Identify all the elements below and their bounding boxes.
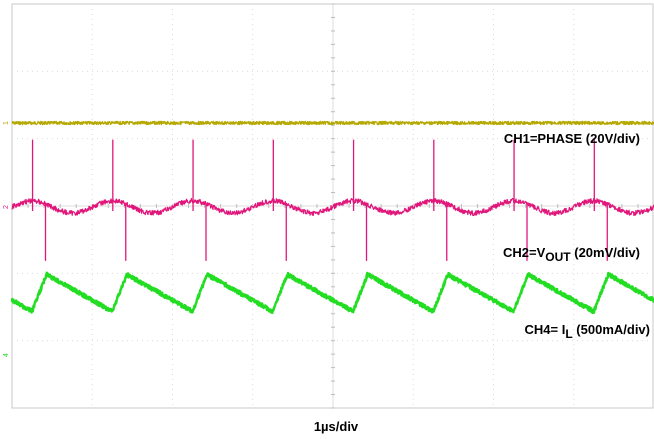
graticule (11, 3, 654, 409)
traces (10, 120, 654, 315)
channel-markers: 1 2 4 (3, 121, 10, 357)
channel-4-marker: 4 (3, 353, 10, 357)
channel-1-marker: 1 (3, 121, 10, 125)
ch2-label: CH2=VOUT (20mV/div) (503, 245, 640, 264)
x-axis-label: 1µs/div (314, 419, 359, 434)
ch1-label: CH1=PHASE (20V/div) (504, 131, 640, 146)
ch2-trace (11, 197, 654, 217)
ch1-trace (11, 120, 654, 126)
channel-2-marker: 2 (3, 205, 10, 209)
ch4-trace (10, 271, 654, 315)
ch4-label: CH4= IL (500mA/div) (525, 322, 650, 341)
